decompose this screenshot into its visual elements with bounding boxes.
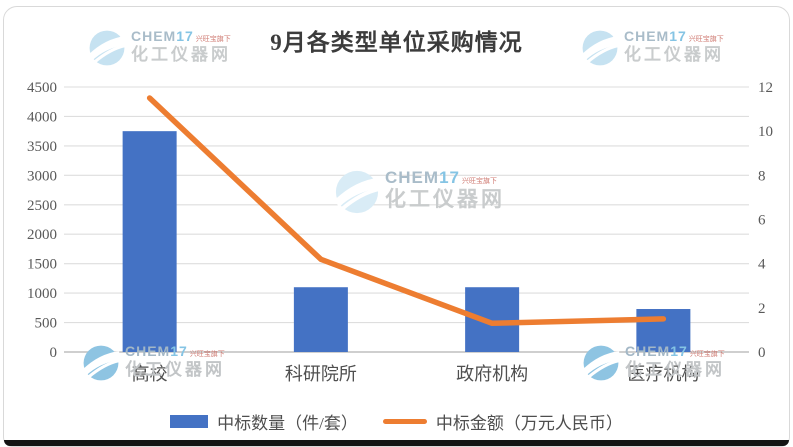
bar-政府机构: [465, 287, 520, 352]
line-series: [146, 95, 667, 327]
chart-legend: 中标数量（件/套） 中标金额（万元人民币）: [4, 409, 789, 434]
category-label-科研院所: 科研院所: [285, 364, 357, 384]
bar-医疗机构: [636, 309, 691, 352]
x-axis-category-labels: 高校 科研院所 政府机构 医疗机构: [132, 364, 700, 384]
category-label-医疗机构: 医疗机构: [627, 364, 699, 384]
right-axis-tick: 2: [758, 301, 766, 317]
bar-series: [122, 131, 691, 352]
left-axis-tick: 0: [50, 345, 58, 361]
category-label-政府机构: 政府机构: [456, 364, 528, 384]
left-axis-tick: 4500: [27, 80, 57, 96]
left-axis-tick: 3000: [27, 168, 57, 184]
right-axis-tick: 12: [758, 80, 773, 96]
bottom-edge: [4, 440, 789, 446]
right-axis-tick: 4: [758, 257, 766, 273]
left-axis-tick: 3500: [27, 139, 57, 155]
chart-card: 9月各类型单位采购情况 0 500 1000 1500 2000 2500 3000 3500…: [3, 6, 790, 447]
left-axis-tick: 2500: [27, 198, 57, 214]
right-axis-tick: 0: [758, 345, 766, 361]
bar-高校: [122, 131, 177, 352]
legend-bar-swatch: [170, 415, 209, 428]
chart-title: 9月各类型单位采购情况: [270, 30, 523, 55]
right-axis-tick: 6: [758, 213, 766, 229]
left-axis-tick: 500: [35, 316, 58, 332]
left-axis-tick: 4000: [27, 109, 57, 125]
right-axis-tick: 8: [758, 168, 766, 184]
left-axis-tick: 1000: [27, 286, 57, 302]
gridlines: [64, 86, 749, 353]
legend-line-label: 中标金额（万元人民币）: [435, 414, 623, 433]
category-label-高校: 高校: [132, 364, 168, 384]
legend-line-swatch: [382, 419, 427, 424]
right-axis-tick-labels: 0 2 4 6 8 10 12: [758, 80, 773, 361]
left-axis-tick: 1500: [27, 257, 57, 273]
legend-bar-label: 中标数量（件/套）: [217, 414, 358, 433]
bar-科研院所: [293, 287, 348, 352]
left-axis-tick-labels: 0 500 1000 1500 2000 2500 3000 3500 4000 4500: [27, 80, 57, 361]
left-axis-tick: 2000: [27, 227, 57, 243]
combo-chart: 0 500 1000 1500 2000 2500 3000 3500 4000 4500 0 2 4 6…: [27, 80, 773, 384]
right-axis-tick: 10: [758, 124, 773, 140]
